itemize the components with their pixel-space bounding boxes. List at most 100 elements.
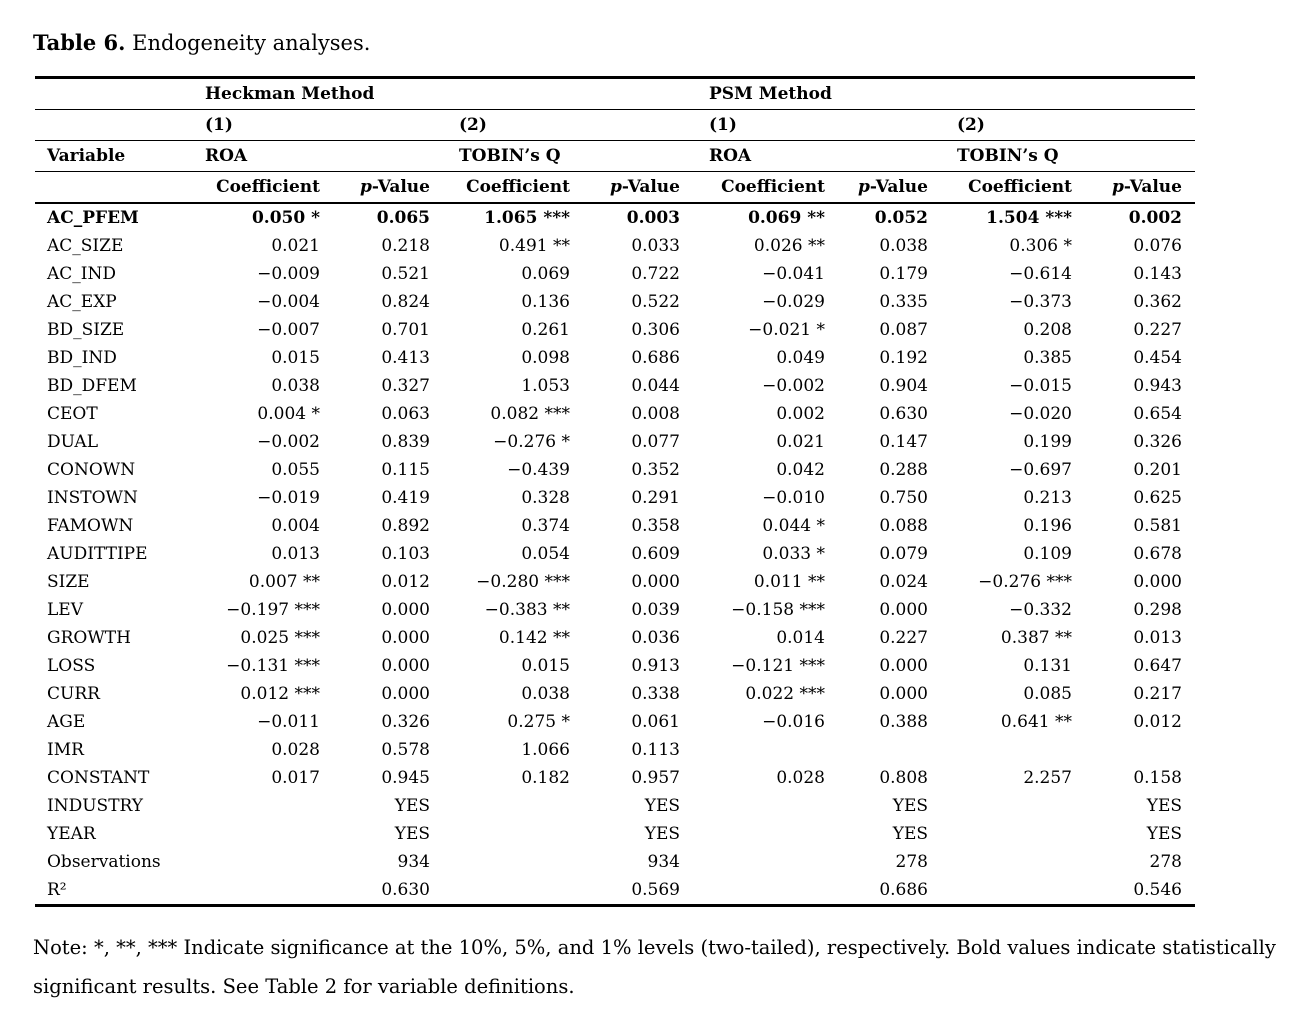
variable-name: LOSS [47, 655, 96, 676]
p-value-header: p-Value [839, 172, 952, 204]
p-value-cell: 0.454 [1133, 347, 1182, 368]
p-value-cell: 0.291 [631, 487, 680, 508]
p-value-cell: 0.957 [631, 767, 680, 788]
coefficient-cell: −0.373 [1009, 291, 1072, 312]
coefficient-cell: 0.022 *** [745, 683, 825, 704]
p-value-cell: 0.113 [631, 739, 680, 760]
coefficient-cell: 0.014 [776, 627, 825, 648]
p-value-cell: 0.061 [631, 711, 680, 732]
coefficient-cell: 0.491 ** [498, 235, 570, 256]
p-value-cell: 0.002 [1128, 207, 1182, 228]
coefficient-cell [200, 792, 334, 820]
coefficient-cell: 0.098 [521, 347, 570, 368]
coefficient-cell: −0.019 [257, 487, 320, 508]
p-value-cell: 0.388 [879, 711, 928, 732]
coefficient-cell [200, 848, 334, 876]
coefficient-cell [200, 876, 334, 906]
p-italic: p [1112, 176, 1124, 197]
coefficient-cell: 0.049 [776, 347, 825, 368]
table-number: Table 6. [33, 30, 126, 55]
coefficient-cell: 2.257 [1023, 767, 1072, 788]
variable-name: AC_PFEM [47, 207, 139, 228]
table-note: Note: *, **, *** Indicate significance a… [33, 936, 1276, 998]
variable-name: GROWTH [47, 627, 131, 648]
p-value-cell: 0.419 [381, 487, 430, 508]
p-value-cell: 0.678 [1133, 543, 1182, 564]
coefficient-cell: 0.004 [271, 515, 320, 536]
coefficient-cell: 0.028 [776, 767, 825, 788]
p-italic: p [360, 176, 372, 197]
p-value-cell: 0.024 [879, 571, 928, 592]
p-value-cell: 0.000 [879, 655, 928, 676]
coefficient-cell: 0.069 [521, 263, 570, 284]
spacer-cell [35, 78, 200, 110]
coefficient-cell: 0.002 [776, 403, 825, 424]
spacer-cell [35, 172, 200, 204]
coefficient-cell [454, 876, 584, 906]
statistic-header-row: Coefficient p-Value Coefficient p-Value … [35, 172, 1195, 204]
coefficient-cell: 0.328 [521, 487, 570, 508]
p-value-cell: 0.065 [376, 207, 430, 228]
coefficient-cell: −0.697 [1009, 459, 1072, 480]
coefficient-cell: 0.042 [776, 459, 825, 480]
table-row: SIZE 0.007 ** 0.012 −0.280 *** 0.000 0.011 **… [35, 568, 1195, 596]
coefficient-cell: 1.065 *** [484, 207, 570, 228]
table-row: LEV −0.197 *** 0.000 −0.383 ** 0.039 −0.158 *… [35, 596, 1195, 624]
table-row: CEOT 0.004 * 0.063 0.082 *** 0.008 0.002 0.630… [35, 400, 1195, 428]
p-value-cell: 934 [647, 851, 680, 872]
coefficient-cell: 0.055 [271, 459, 320, 480]
table-title: Table 6. Endogeneity analyses. [33, 30, 1278, 56]
coefficient-cell: 0.374 [521, 515, 570, 536]
dependent-variable-row: Variable ROA TOBIN’s Q ROA TOBIN’s Q [35, 141, 1195, 172]
p-value-cell: 0.000 [631, 571, 680, 592]
p-value-cell: 0.522 [631, 291, 680, 312]
coefficient-cell: −0.011 [257, 711, 320, 732]
coefficient-cell: 0.387 ** [1000, 627, 1072, 648]
model-2-psm-header: (2) [957, 114, 985, 135]
endogeneity-table: Heckman Method PSM Method (1) (2) (1) (2… [35, 76, 1195, 907]
coefficient-cell: −0.002 [762, 375, 825, 396]
coefficient-cell: −0.010 [762, 487, 825, 508]
coefficient-cell: 0.038 [271, 375, 320, 396]
model-2-heckman-header: (2) [459, 114, 487, 135]
variable-name: AC_IND [47, 263, 117, 284]
coefficient-cell [952, 792, 1086, 820]
coefficient-cell [952, 848, 1086, 876]
variable-name: BD_DFEM [47, 375, 137, 396]
p-value-cell: YES [394, 823, 430, 844]
table-row: GROWTH 0.025 *** 0.000 0.142 ** 0.036 0.014 0.… [35, 624, 1195, 652]
coefficient-cell: −0.041 [762, 263, 825, 284]
p-value-cell: 0.839 [381, 431, 430, 452]
coefficient-cell: 0.021 [271, 235, 320, 256]
p-value-cell: 0.808 [879, 767, 928, 788]
coefficient-cell: 0.196 [1023, 515, 1072, 536]
table-row: BD_SIZE −0.007 0.701 0.261 0.306 −0.021 * 0.08… [35, 316, 1195, 344]
variable-name: R² [47, 879, 67, 900]
variable-name: AC_SIZE [47, 235, 124, 256]
p-value-cell: 0.581 [1133, 515, 1182, 536]
p-value-cell: 0.036 [631, 627, 680, 648]
table-body: AC_PFEM 0.050 * 0.065 1.065 *** 0.003 0.069 *… [35, 203, 1195, 906]
table-row: AGE −0.011 0.326 0.275 * 0.061 −0.016 0.388 0.6… [35, 708, 1195, 736]
p-value-cell: 0.943 [1133, 375, 1182, 396]
p-value-cell: 0.000 [1133, 571, 1182, 592]
p-value-cell: 0.217 [1133, 683, 1182, 704]
table-row: CONOWN 0.055 0.115 −0.439 0.352 0.042 0.288 −0.… [35, 456, 1195, 484]
p-value-cell: 0.077 [631, 431, 680, 452]
p-italic: p [610, 176, 622, 197]
coefficient-cell: −0.021 * [748, 319, 825, 340]
p-value-cell: 0.352 [631, 459, 680, 480]
table-row: Observations 934 934 278 278 [35, 848, 1195, 876]
table-head: Heckman Method PSM Method (1) (2) (1) (2… [35, 78, 1195, 204]
coefficient-cell: 0.261 [521, 319, 570, 340]
table-row: CURR 0.012 *** 0.000 0.038 0.338 0.022 *** 0.0… [35, 680, 1195, 708]
variable-name: LEV [47, 599, 83, 620]
coefficient-cell: 0.182 [521, 767, 570, 788]
variable-name: CONSTANT [47, 767, 150, 788]
p-value-cell: 0.227 [1133, 319, 1182, 340]
p-value-header: p-Value [334, 172, 454, 204]
variable-name: SIZE [47, 571, 90, 592]
p-value-cell: 0.338 [631, 683, 680, 704]
coefficient-cell: 0.131 [1023, 655, 1072, 676]
p-value-cell: 278 [895, 851, 928, 872]
